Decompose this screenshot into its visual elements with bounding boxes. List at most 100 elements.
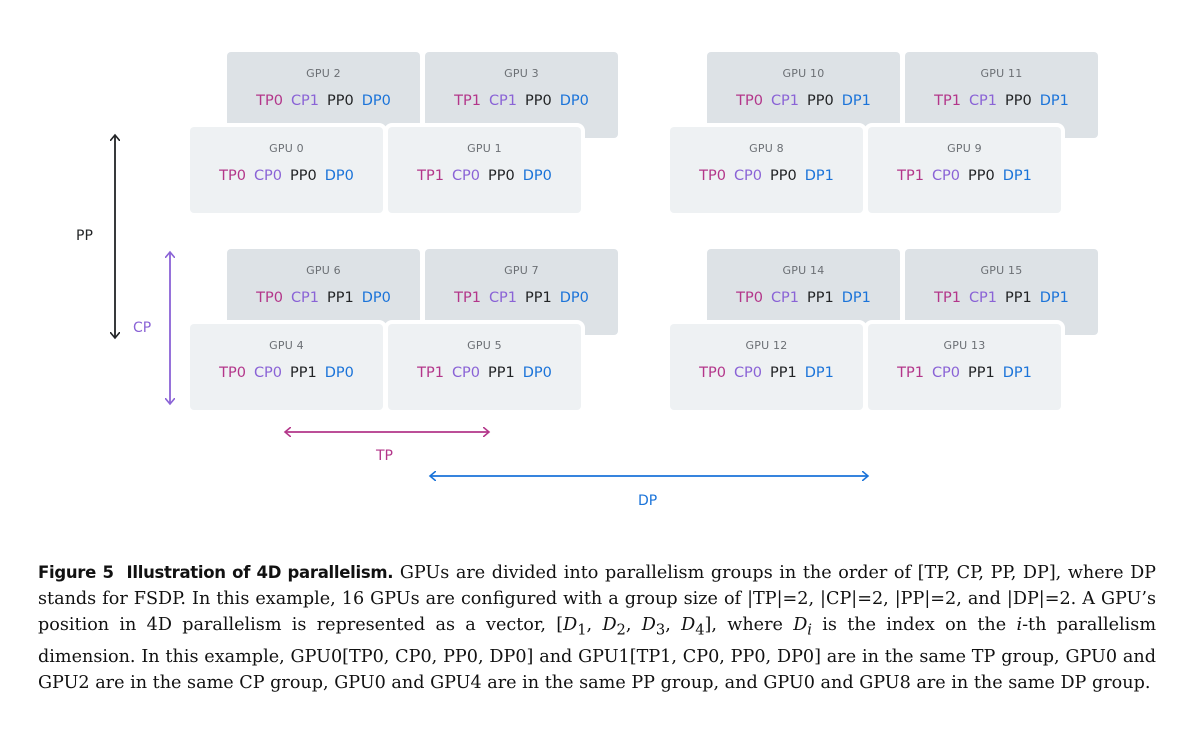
gpu-rank-vector: TP0 CP1 PP1 DP0 <box>227 290 420 306</box>
gpu-rank-vector: TP0 CP1 PP0 DP1 <box>707 93 900 109</box>
gpu-rank-vector: TP1 CP1 PP1 DP1 <box>905 290 1098 306</box>
figure-caption: Figure 5 Illustration of 4D parallelism.… <box>38 563 1157 694</box>
gpu-label: GPU 10 <box>782 67 825 80</box>
cp-rank-tag: CP0 <box>253 168 283 184</box>
gpu-card: GPU 10 TP0 CP1 PP0 DP1 <box>707 52 900 138</box>
pp-rank-tag: PP1 <box>968 365 995 381</box>
dp-rank-tag: DP1 <box>1002 168 1032 184</box>
pp-rank-tag: PP0 <box>525 93 552 109</box>
pp-rank-tag: PP0 <box>770 168 797 184</box>
pp-rank-tag: PP1 <box>1005 290 1032 306</box>
gpu-card: GPU 2 TP0 CP1 PP0 DP0 <box>227 52 420 138</box>
gpu-card: GPU 15 TP1 CP1 PP1 DP1 <box>905 249 1098 335</box>
tp-rank-tag: TP0 <box>736 93 763 109</box>
cp-rank-tag: CP0 <box>733 365 763 381</box>
gpu-card: GPU 9 TP1 CP0 PP0 DP1 <box>868 127 1061 213</box>
gpu-rank-vector: TP1 CP0 PP0 DP0 <box>388 168 581 184</box>
pp-axis-label: PP <box>76 228 93 244</box>
dp-rank-tag: DP0 <box>361 93 391 109</box>
pp-rank-tag: PP0 <box>488 168 515 184</box>
pp-rank-tag: PP1 <box>290 365 317 381</box>
gpu-label: GPU 11 <box>980 67 1023 80</box>
pp-rank-tag: PP0 <box>1005 93 1032 109</box>
gpu-label: GPU 13 <box>943 339 986 352</box>
gpu-card: GPU 6 TP0 CP1 PP1 DP0 <box>227 249 420 335</box>
dp-rank-tag: DP1 <box>1002 365 1032 381</box>
gpu-rank-vector: TP1 CP1 PP1 DP0 <box>425 290 618 306</box>
caption-title: Illustration of 4D parallelism. <box>126 563 394 582</box>
cp-rank-tag: CP1 <box>968 93 998 109</box>
dp-rank-tag: DP0 <box>522 168 552 184</box>
cp-rank-tag: CP0 <box>733 168 763 184</box>
caption-text: GPUs are divided into parallelism groups… <box>38 563 1157 636</box>
dp-rank-tag: DP0 <box>559 290 589 306</box>
pp-rank-tag: PP0 <box>290 168 317 184</box>
cp-rank-tag: CP1 <box>290 93 320 109</box>
dp-rank-tag: DP0 <box>522 365 552 381</box>
cp-rank-tag: CP0 <box>451 168 481 184</box>
pp-rank-tag: PP1 <box>807 290 834 306</box>
cp-rank-tag: CP1 <box>488 93 518 109</box>
gpu-card: GPU 1 TP1 CP0 PP0 DP0 <box>388 127 581 213</box>
tp-rank-tag: TP1 <box>897 365 924 381</box>
pp-rank-tag: PP0 <box>968 168 995 184</box>
gpu-rank-vector: TP0 CP1 PP1 DP1 <box>707 290 900 306</box>
gpu-label: GPU 7 <box>504 264 539 277</box>
cp-rank-tag: CP1 <box>968 290 998 306</box>
cp-axis-label: CP <box>133 320 152 336</box>
dp-rank-tag: DP1 <box>804 168 834 184</box>
gpu-label: GPU 0 <box>269 142 304 155</box>
pp-rank-tag: PP0 <box>807 93 834 109</box>
gpu-label: GPU 12 <box>745 339 788 352</box>
gpu-rank-vector: TP0 CP0 PP0 DP0 <box>190 168 383 184</box>
gpu-rank-vector: TP0 CP0 PP1 DP1 <box>670 365 863 381</box>
gpu-label: GPU 9 <box>947 142 982 155</box>
gpu-rank-vector: TP0 CP0 PP1 DP0 <box>190 365 383 381</box>
gpu-rank-vector: TP0 CP1 PP0 DP0 <box>227 93 420 109</box>
gpu-card: GPU 5 TP1 CP0 PP1 DP0 <box>388 324 581 410</box>
gpu-rank-vector: TP1 CP1 PP0 DP0 <box>425 93 618 109</box>
pp-rank-tag: PP1 <box>488 365 515 381</box>
dp-rank-tag: DP0 <box>559 93 589 109</box>
cp-rank-tag: CP1 <box>770 93 800 109</box>
tp-rank-tag: TP0 <box>219 168 246 184</box>
tp-rank-tag: TP1 <box>454 290 481 306</box>
tp-rank-tag: TP1 <box>417 168 444 184</box>
tp-rank-tag: TP0 <box>699 168 726 184</box>
tp-rank-tag: TP1 <box>934 290 961 306</box>
gpu-label: GPU 4 <box>269 339 304 352</box>
gpu-card: GPU 7 TP1 CP1 PP1 DP0 <box>425 249 618 335</box>
gpu-card: GPU 12 TP0 CP0 PP1 DP1 <box>670 324 863 410</box>
gpu-label: GPU 15 <box>980 264 1023 277</box>
tp-rank-tag: TP1 <box>934 93 961 109</box>
pp-rank-tag: PP1 <box>327 290 354 306</box>
tp-rank-tag: TP0 <box>256 93 283 109</box>
cp-rank-tag: CP0 <box>451 365 481 381</box>
gpu-rank-vector: TP1 CP1 PP0 DP1 <box>905 93 1098 109</box>
gpu-label: GPU 14 <box>782 264 825 277</box>
cp-rank-tag: CP0 <box>253 365 283 381</box>
dp-rank-tag: DP0 <box>361 290 391 306</box>
gpu-card: GPU 4 TP0 CP0 PP1 DP0 <box>190 324 383 410</box>
dp-rank-tag: DP1 <box>1039 290 1069 306</box>
cp-rank-tag: CP0 <box>931 168 961 184</box>
axis-arrows <box>0 0 1193 540</box>
cp-rank-tag: CP0 <box>931 365 961 381</box>
gpu-label: GPU 5 <box>467 339 502 352</box>
dp-rank-tag: DP1 <box>841 290 871 306</box>
cp-rank-tag: CP1 <box>770 290 800 306</box>
tp-rank-tag: TP0 <box>736 290 763 306</box>
gpu-rank-vector: TP1 CP0 PP1 DP1 <box>868 365 1061 381</box>
gpu-label: GPU 2 <box>306 67 341 80</box>
cp-rank-tag: CP1 <box>488 290 518 306</box>
gpu-card: GPU 11 TP1 CP1 PP0 DP1 <box>905 52 1098 138</box>
gpu-label: GPU 8 <box>749 142 784 155</box>
gpu-label: GPU 3 <box>504 67 539 80</box>
tp-rank-tag: TP0 <box>256 290 283 306</box>
gpu-card: GPU 14 TP0 CP1 PP1 DP1 <box>707 249 900 335</box>
pp-rank-tag: PP1 <box>770 365 797 381</box>
dp-rank-tag: DP0 <box>324 168 354 184</box>
dp-rank-tag: DP1 <box>1039 93 1069 109</box>
tp-rank-tag: TP1 <box>897 168 924 184</box>
gpu-label: GPU 1 <box>467 142 502 155</box>
